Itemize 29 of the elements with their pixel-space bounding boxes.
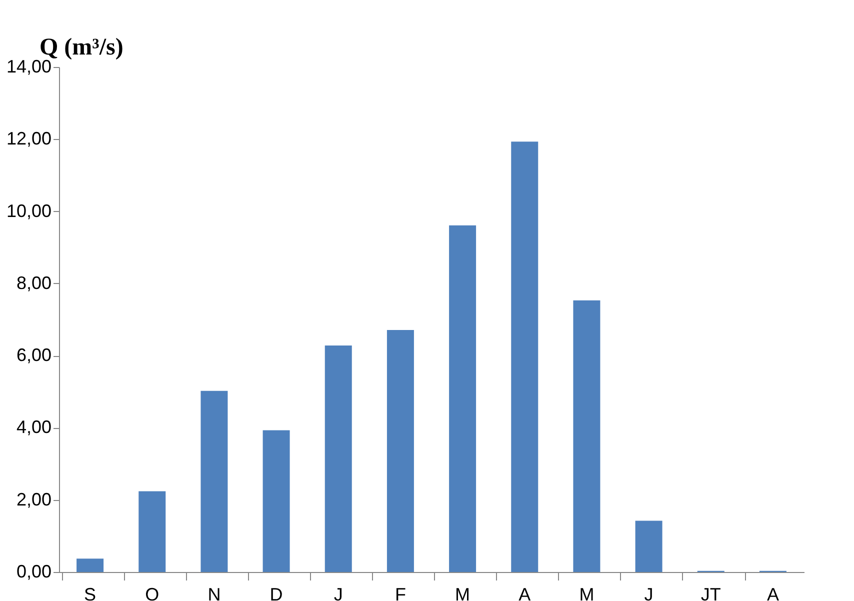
bar — [449, 225, 476, 572]
y-tick-label: 6,00 — [16, 345, 52, 366]
x-tick-label: A — [766, 584, 779, 601]
bar — [635, 520, 662, 572]
x-tick-label: M — [579, 584, 594, 601]
x-tick-label: D — [270, 584, 283, 601]
bar — [511, 142, 538, 572]
x-tick-label: O — [145, 584, 160, 601]
y-tick-label: 12,00 — [6, 128, 52, 149]
y-tick-label: 0,00 — [16, 562, 52, 582]
y-tick-label: 8,00 — [16, 272, 52, 293]
bar — [138, 491, 166, 572]
x-tick-label: JT — [700, 584, 721, 601]
x-tick-label: F — [394, 584, 406, 601]
y-tick-label: 10,00 — [6, 200, 52, 221]
bar — [573, 300, 600, 572]
x-tick-label: S — [84, 584, 96, 601]
bar — [262, 430, 290, 572]
bar — [200, 390, 228, 572]
x-tick-label: J — [334, 584, 343, 601]
y-tick-label: 2,00 — [16, 489, 52, 510]
y-tick-label: 4,00 — [16, 417, 52, 438]
x-tick-label: N — [208, 584, 221, 601]
bar — [76, 558, 104, 572]
x-tick-label: J — [644, 584, 654, 601]
x-tick-label: A — [518, 584, 531, 601]
x-tick-label: M — [455, 584, 470, 601]
bar — [386, 330, 414, 572]
bar — [324, 345, 352, 572]
